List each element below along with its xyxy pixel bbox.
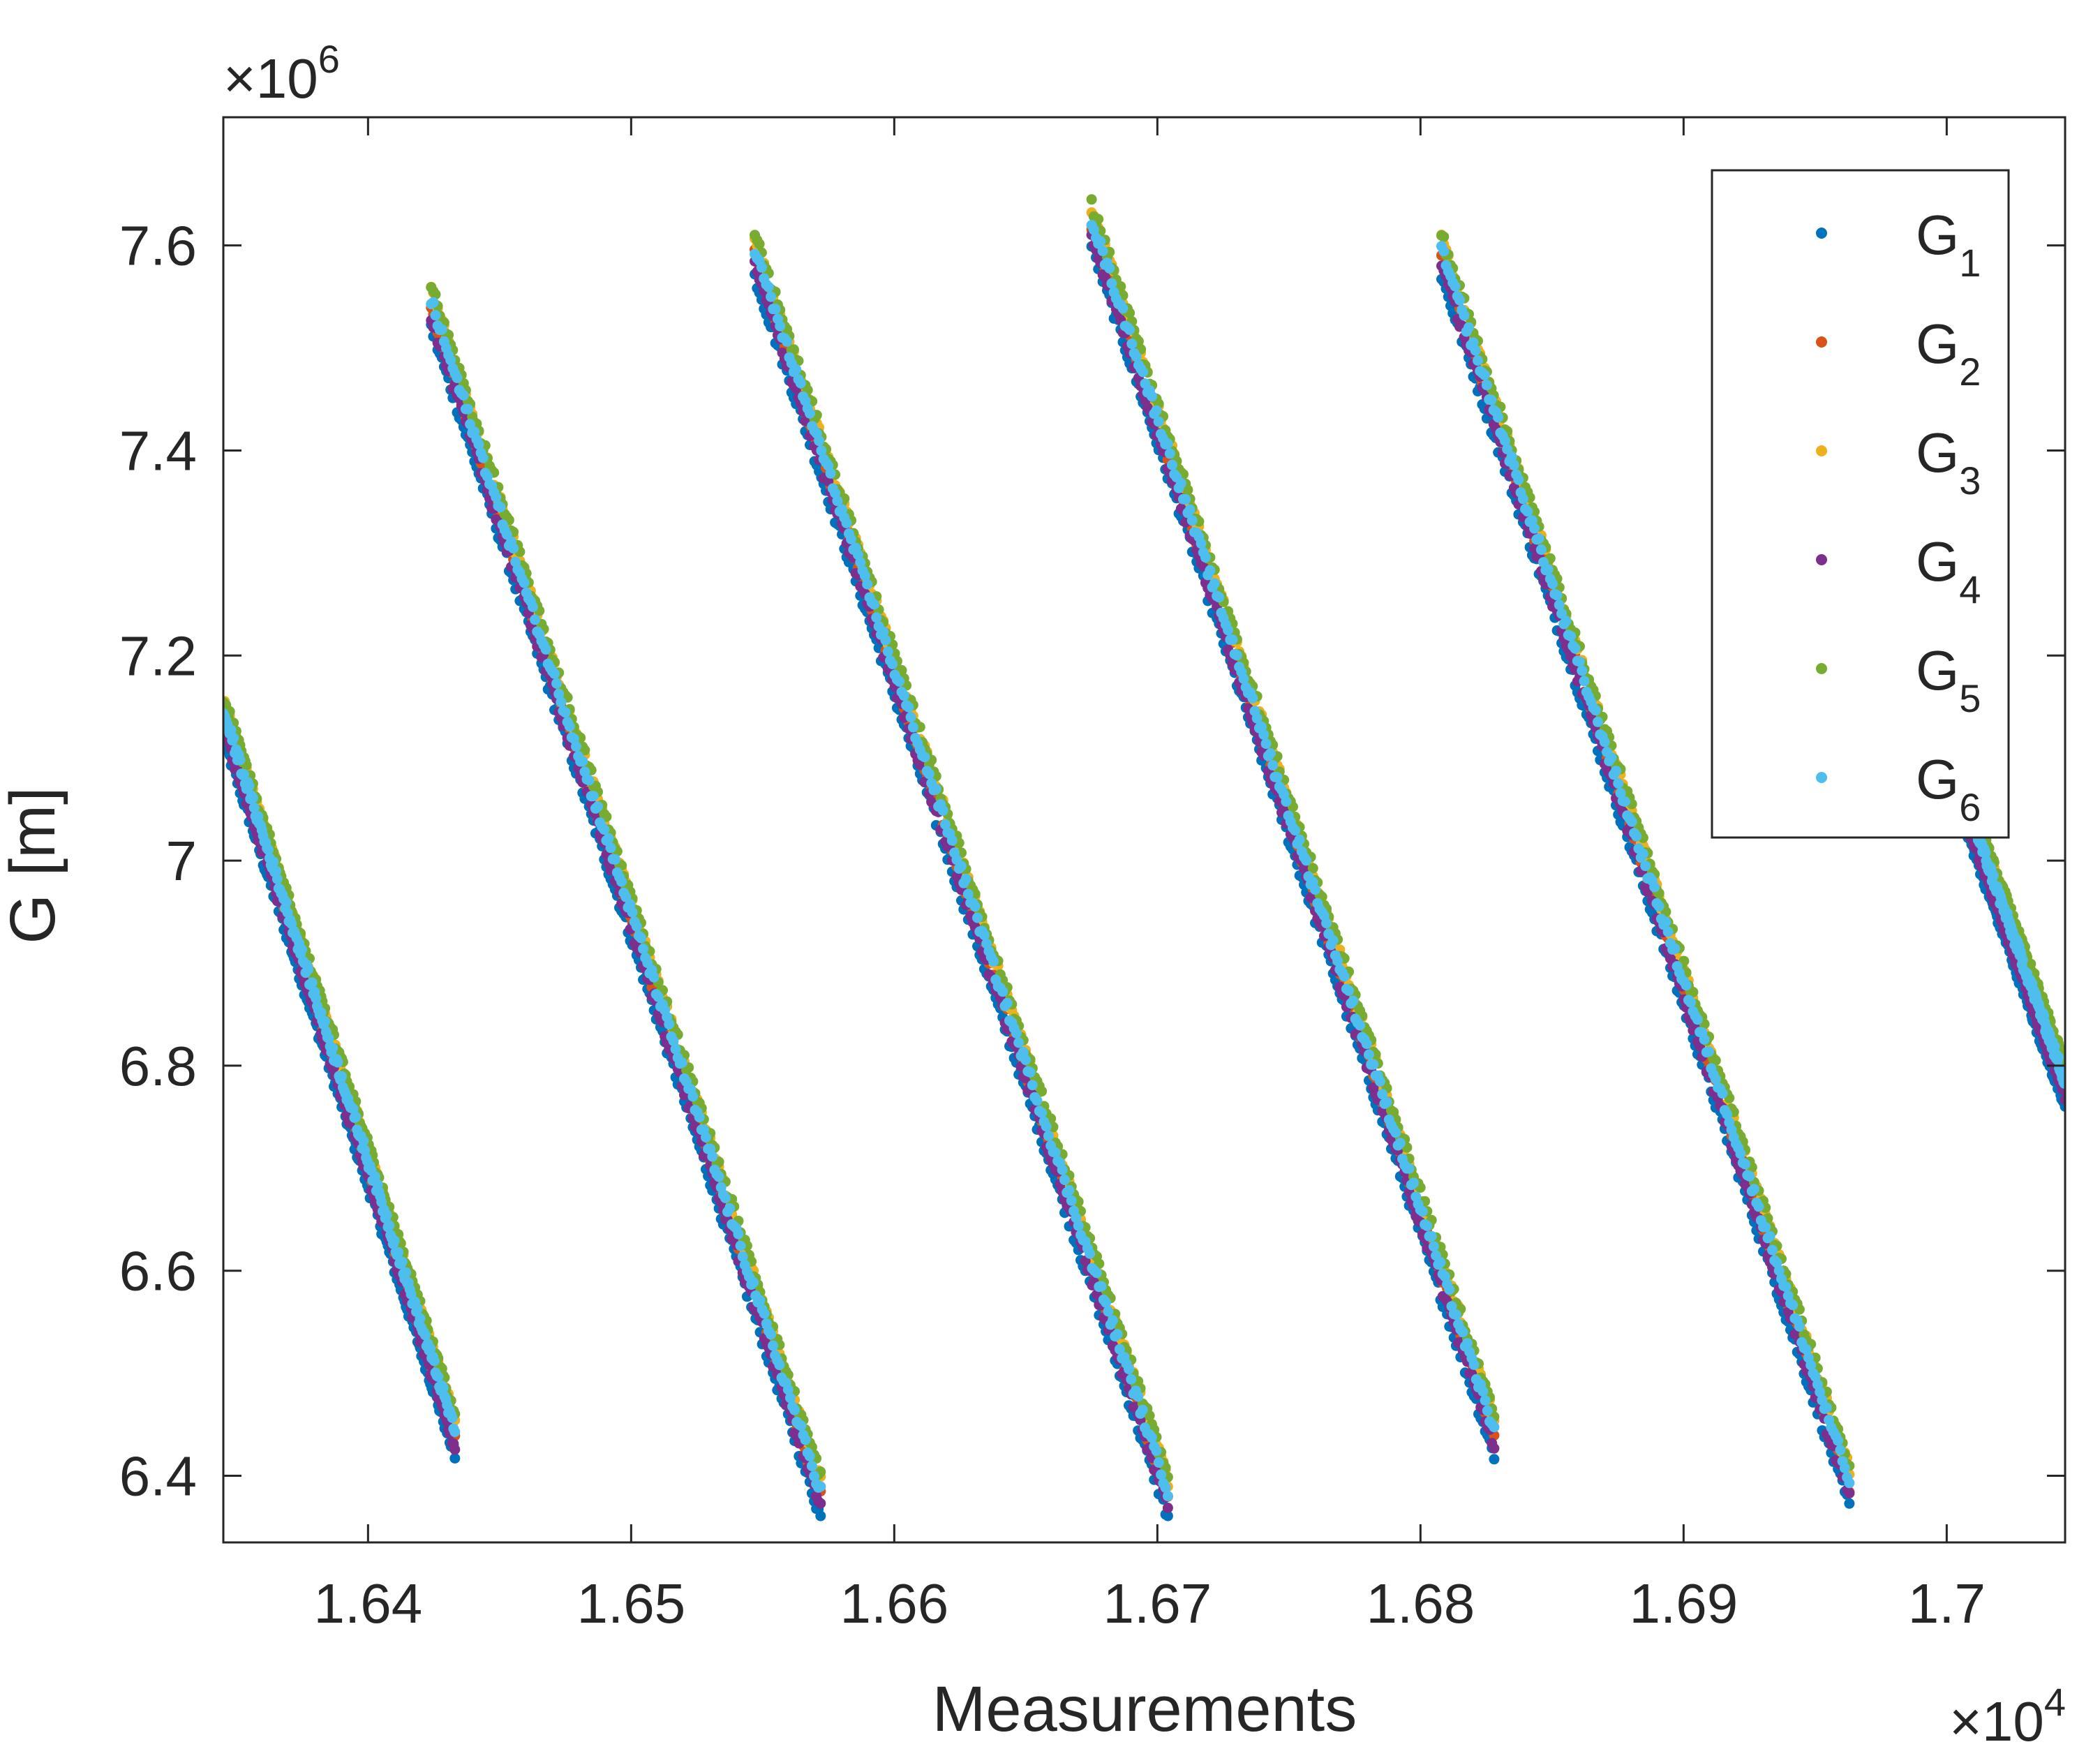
data-point (1299, 863, 1309, 874)
data-point (449, 1453, 461, 1464)
data-point (1844, 1488, 1855, 1498)
data-point (449, 1444, 461, 1455)
data-point (1489, 1443, 1500, 1454)
data-point (1162, 1510, 1173, 1521)
data-point (1844, 1498, 1855, 1509)
data-point (815, 1510, 826, 1521)
data-point (1086, 194, 1097, 205)
data-point (1162, 1503, 1173, 1513)
data-point (2060, 1094, 2065, 1106)
data-point (1489, 1454, 1500, 1465)
data-point (815, 1498, 826, 1509)
